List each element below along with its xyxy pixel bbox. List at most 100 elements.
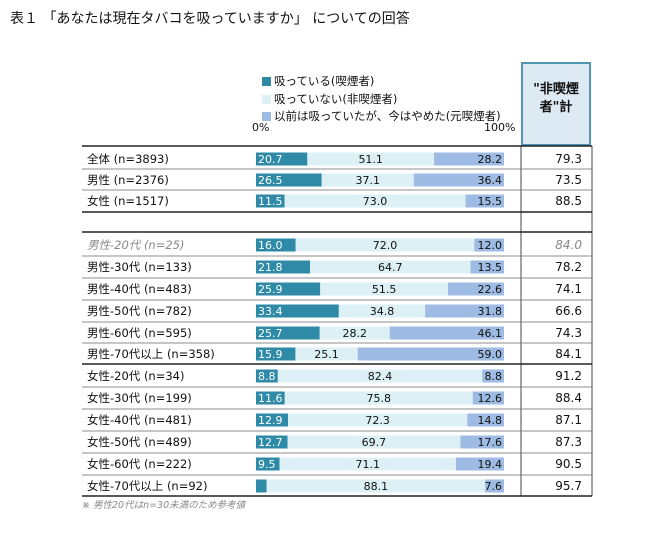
bar-segment: [256, 238, 296, 252]
row-label: 女性-50代 (n=489): [87, 435, 192, 449]
bar-value-label: 19.4: [478, 458, 503, 471]
bar-segment: [295, 238, 475, 252]
bar-segment: [434, 152, 504, 166]
bar-segment: [307, 152, 435, 166]
bar-value-label: 20.7: [258, 153, 283, 166]
legend-item-former: 以前は吸っていたが、今はやめた(元喫煙者): [262, 108, 501, 124]
bar-value-label: 71.1: [355, 458, 380, 471]
bar-segment: [284, 391, 473, 405]
row-label: 男性-70代以上 (n=358): [87, 347, 215, 361]
bar-value-label: 11.5: [258, 195, 283, 208]
bar-segment: [472, 391, 504, 405]
bar-value-label: 36.4: [478, 174, 503, 187]
bar-value-label: 37.1: [355, 174, 380, 187]
row-label: 女性-30代 (n=199): [87, 391, 192, 405]
bar-segment: [465, 194, 504, 208]
bar-value-label: 21.8: [258, 261, 283, 274]
axis-min-label: 0%: [252, 121, 270, 134]
legend-label-smoker: 吸っている(喫煙者): [274, 74, 375, 88]
bar-value-label: 28.2: [478, 153, 503, 166]
bar-value-label: 14.8: [478, 414, 503, 427]
axis-max-label: 100%: [484, 121, 516, 134]
row-label: 全体 (n=3893): [87, 152, 169, 166]
bar-segment: [256, 391, 285, 405]
bar-segment: [321, 173, 414, 187]
bar-value-label: 17.6: [478, 436, 503, 449]
bar-value-label: 28.2: [342, 327, 367, 340]
total-value: 84.0: [555, 238, 582, 252]
legend-swatch-former: [262, 111, 271, 121]
bar-value-label: 73.0: [363, 195, 388, 208]
footnote: ※ 男性20代はn=30未満のため参考値: [82, 500, 246, 511]
row-label: 男性-60代 (n=595): [87, 326, 192, 340]
bar-value-label: 72.3: [365, 414, 390, 427]
bar-segment: [455, 457, 504, 471]
bar-value-label: 8.8: [258, 370, 276, 383]
totals-column-header: "非喫煙 者"計: [521, 62, 591, 146]
bar-value-label: 12.9: [258, 414, 283, 427]
bar-value-label: 13.5: [478, 261, 503, 274]
bar-segment: [425, 304, 504, 318]
bar-value-label: 7.6: [485, 480, 503, 493]
total-value: 73.5: [555, 173, 582, 187]
row-label: 女性-40代 (n=481): [87, 413, 192, 427]
bar-value-label: 9.5: [258, 458, 276, 471]
bar-value-label: 25.7: [258, 327, 283, 340]
bar-value-label: 26.5: [258, 174, 283, 187]
bar-value-label: 12.0: [478, 239, 503, 252]
bar-segment: [256, 413, 288, 427]
bar-segment: [447, 282, 504, 296]
bar-segment: [256, 260, 311, 274]
bar-segment: [256, 194, 285, 208]
total-value: 91.2: [555, 369, 582, 383]
total-value: 66.6: [555, 304, 582, 318]
bar-segment: [279, 457, 456, 471]
row-label: 女性-70代以上 (n=92): [87, 479, 207, 493]
bar-value-label: 11.6: [258, 392, 283, 405]
bar-segment: [460, 435, 504, 449]
legend-swatch-nonsmoker: [262, 94, 271, 104]
table-title: 表１ 「あなたは現在タバコを吸っていますか」 についての回答: [10, 11, 410, 27]
bar-value-label: 51.1: [358, 153, 383, 166]
total-value: 78.2: [555, 260, 582, 274]
bar-value-label: 51.5: [372, 283, 397, 296]
bar-segment: [467, 413, 504, 427]
total-value: 74.1: [555, 282, 582, 296]
bar-segment: [256, 304, 339, 318]
bar-value-label: 82.4: [368, 370, 393, 383]
bar-segment: [277, 369, 483, 383]
bar-segment: [319, 326, 390, 340]
bar-value-label: 25.1: [314, 348, 339, 361]
bar-segment: [389, 326, 504, 340]
bar-segment: [413, 173, 504, 187]
total-value: 88.5: [555, 194, 582, 208]
bar-segment: [357, 347, 504, 361]
totals-header-line2: 者"計: [539, 100, 573, 115]
total-value: 87.1: [555, 413, 582, 427]
bar-value-label: 75.8: [367, 392, 392, 405]
total-value: 88.4: [555, 391, 582, 405]
legend-item-smoker: 吸っている(喫煙者): [262, 73, 374, 89]
bar-value-label: 88.1: [364, 480, 389, 493]
bar-value-label: 59.0: [478, 348, 503, 361]
bar-segment: [256, 479, 267, 493]
bar-segment: [256, 435, 288, 449]
bar-segment: [256, 347, 296, 361]
total-value: 84.1: [555, 347, 582, 361]
total-value: 90.5: [555, 457, 582, 471]
total-value: 74.3: [555, 326, 582, 340]
bar-segment: [256, 152, 308, 166]
bar-segment: [482, 369, 504, 383]
bar-value-label: 31.8: [478, 305, 503, 318]
bar-value-label: 72.0: [373, 239, 398, 252]
row-label: 男性-30代 (n=133): [87, 260, 192, 274]
bar-value-label: 25.9: [258, 283, 283, 296]
bar-value-label: 15.9: [258, 348, 283, 361]
bar-segment: [474, 238, 504, 252]
bar-value-label: 33.4: [258, 305, 283, 318]
bar-value-label: 15.5: [478, 195, 503, 208]
row-label: 男性-40代 (n=483): [87, 282, 192, 296]
bar-value-label: 12.6: [478, 392, 503, 405]
bar-segment: [338, 304, 426, 318]
bar-value-label: 12.7: [258, 436, 283, 449]
